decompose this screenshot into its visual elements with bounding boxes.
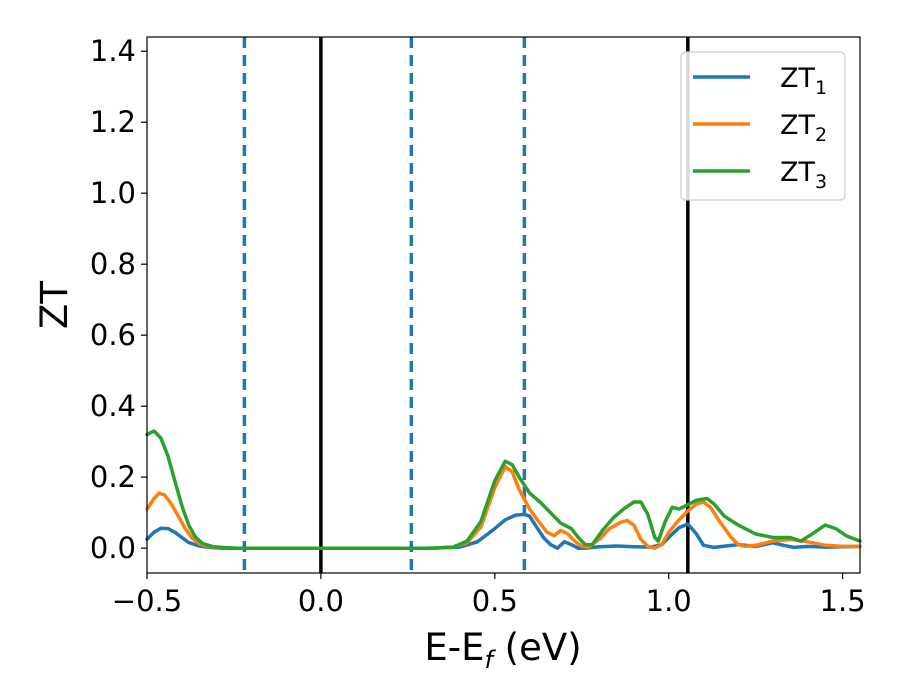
x-title-main: E-E — [424, 626, 484, 669]
y-tick-label: 1.4 — [90, 34, 136, 68]
x-title-unit: (eV) — [493, 626, 582, 669]
y-tick-label: 1.2 — [90, 105, 136, 139]
series-lines — [145, 429, 862, 550]
y-tick-label: 1.0 — [90, 176, 136, 210]
y-axis: 0.0 0.2 0.4 0.6 0.8 1.0 1.2 1.4 — [90, 34, 147, 565]
plot-frame — [146, 36, 861, 574]
y-tick-label: 0.4 — [90, 389, 136, 423]
legend-label-zt3: ZT3 — [780, 157, 827, 193]
x-tick-label: 0.5 — [472, 584, 518, 618]
y-tick-label: 0.2 — [90, 460, 136, 494]
x-axis-title: E-Ef (eV) — [424, 626, 581, 674]
series-line-zt3 — [145, 429, 862, 550]
reference-lines — [242, 37, 690, 573]
legend-label-zt1: ZT1 — [780, 63, 827, 99]
legend-label-zt2: ZT2 — [780, 110, 827, 146]
y-axis-title: ZT — [33, 281, 76, 329]
x-axis: −0.5 0.0 0.5 1.0 1.5 — [112, 573, 866, 618]
x-tick-label: 1.5 — [820, 584, 866, 618]
x-tick-label: 1.0 — [646, 584, 692, 618]
legend: ZT1 ZT2 ZT3 — [680, 51, 846, 201]
legend-box — [680, 51, 846, 201]
y-tick-label: 0.0 — [90, 531, 136, 565]
y-tick-label: 0.8 — [90, 247, 136, 281]
x-tick-label: 0.0 — [298, 584, 344, 618]
x-tick-label: −0.5 — [112, 584, 182, 618]
series-line-zt2 — [145, 464, 862, 550]
y-tick-label: 0.6 — [90, 318, 136, 352]
